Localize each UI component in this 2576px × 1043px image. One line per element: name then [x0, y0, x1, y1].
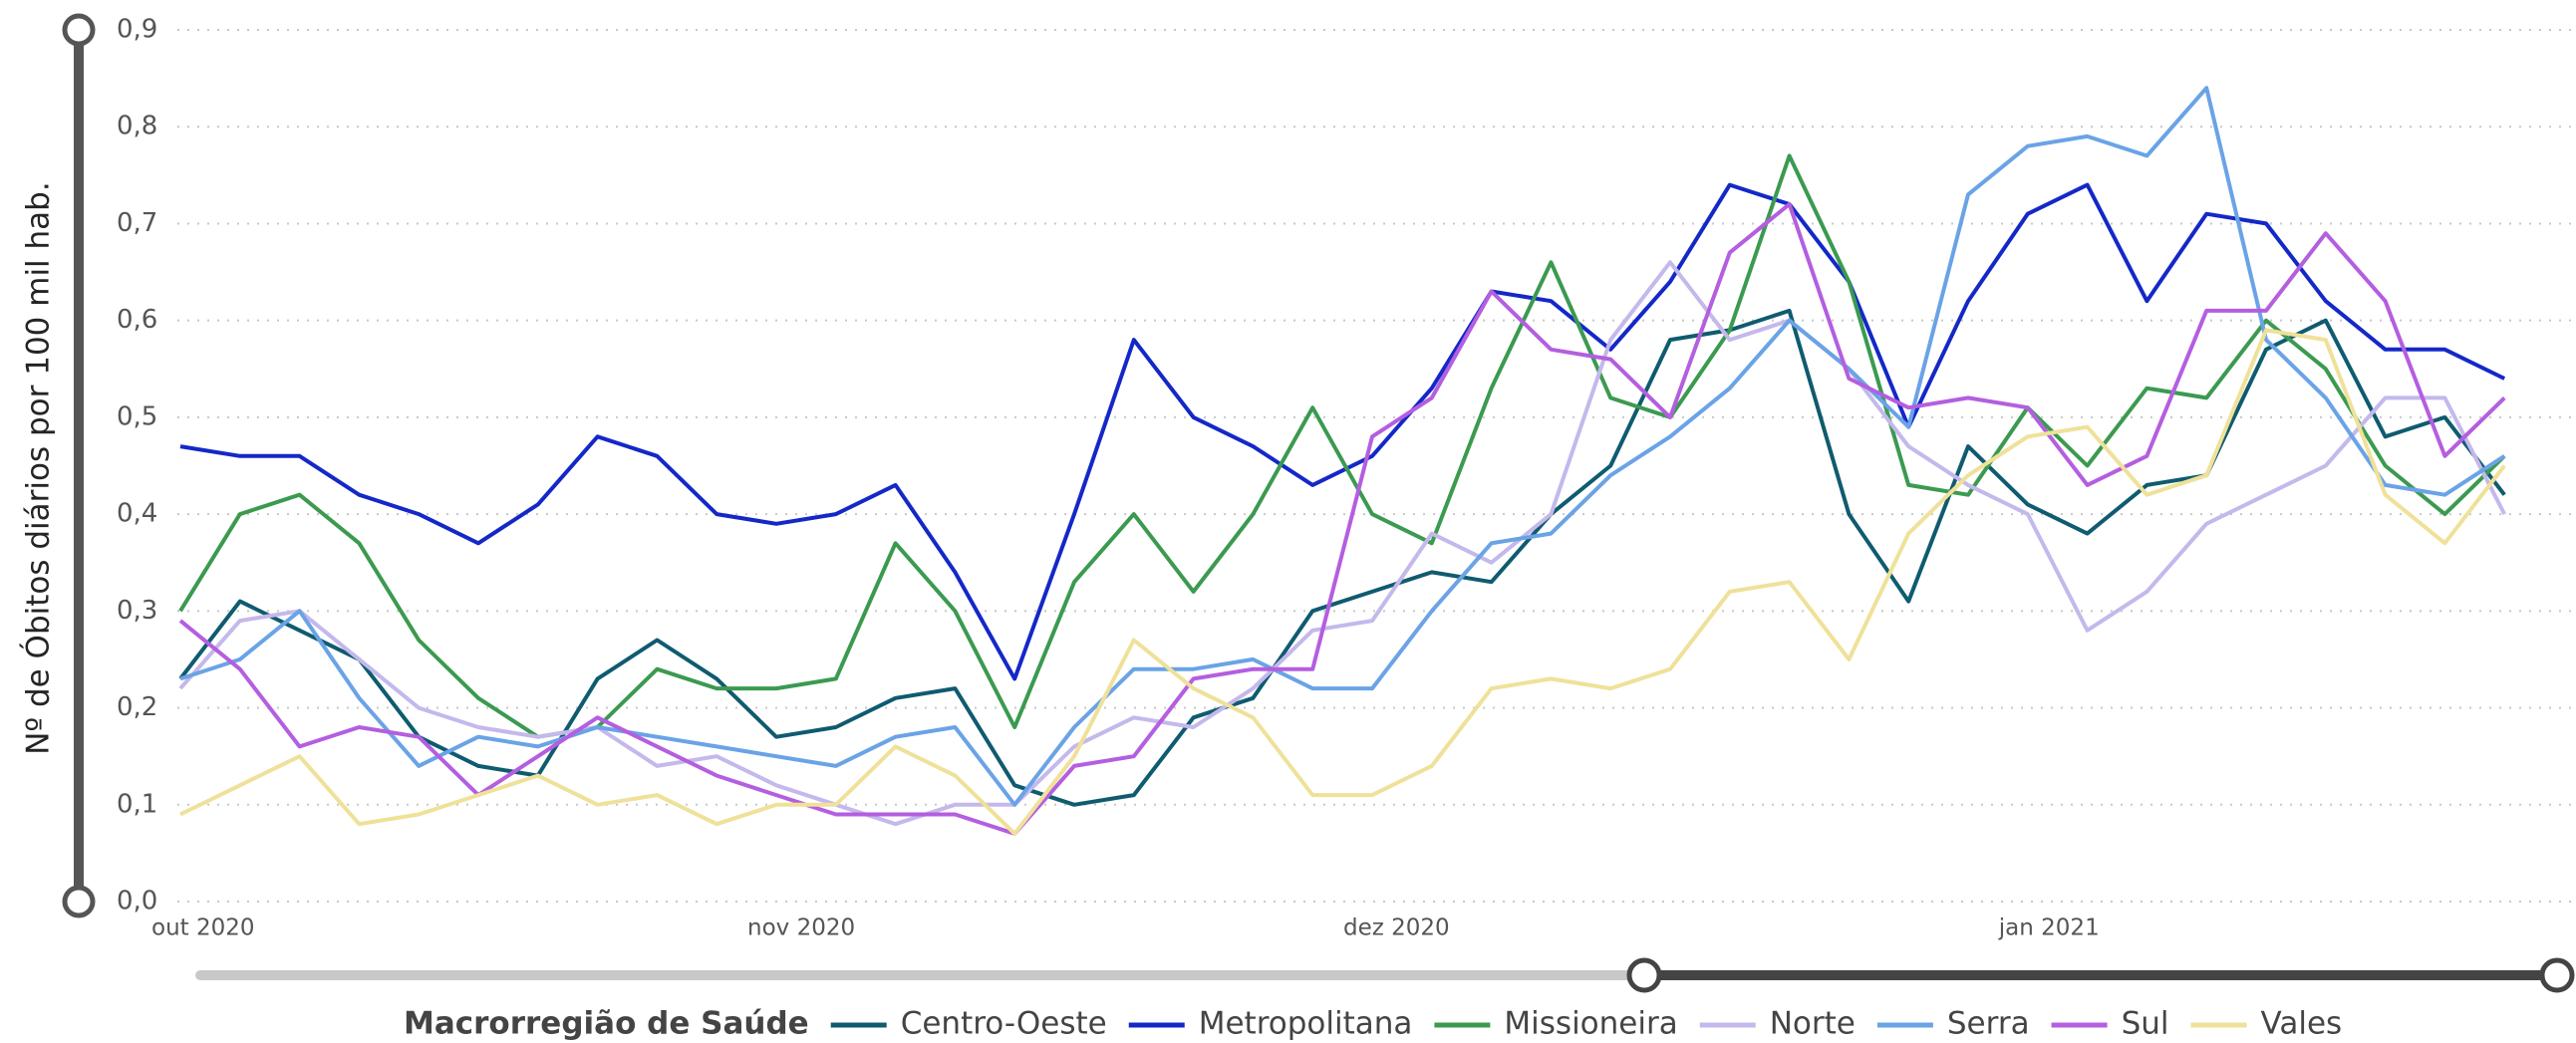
y-tick-label: 0,5: [117, 401, 157, 431]
legend-label: Serra: [1947, 1006, 2030, 1042]
y-axis-label: Nº de Óbitos diários por 100 mil hab.: [20, 181, 57, 754]
y-slider-handle[interactable]: [62, 13, 96, 47]
series-line: [179, 86, 2506, 807]
y-tick-label: 0,3: [117, 596, 157, 626]
y-slider-handle[interactable]: [62, 885, 96, 918]
y-tick-label: 0,1: [117, 789, 157, 819]
legend-title: Macrorregião de Saúde: [404, 1006, 809, 1042]
series-line: [178, 260, 2506, 827]
x-tick-label: jan 2021: [1998, 915, 2100, 941]
x-slider-handle[interactable]: [1626, 957, 1662, 993]
legend-label: Centro-Oeste: [901, 1006, 1107, 1042]
y-tick-label: 0,8: [117, 112, 157, 141]
series-line: [179, 182, 2506, 681]
x-slider-handle[interactable]: [2539, 957, 2575, 993]
legend-label: Sul: [2122, 1006, 2169, 1042]
y-tick-label: 0,9: [117, 15, 157, 45]
x-tick-label: dez 2020: [1343, 915, 1450, 941]
series-line: [178, 202, 2506, 836]
legend-label: Vales: [2261, 1006, 2343, 1042]
x-tick-label: nov 2020: [747, 915, 855, 941]
series-line: [178, 153, 2506, 739]
y-tick-label: 0,6: [117, 305, 157, 335]
legend-label: Norte: [1770, 1006, 1856, 1042]
legend-label: Missioneira: [1504, 1006, 1677, 1042]
legend-label: Metropolitana: [1199, 1006, 1413, 1042]
x-tick-label: out 2020: [151, 915, 255, 941]
series-line: [179, 328, 2506, 836]
series-line: [178, 308, 2506, 807]
y-tick-label: 0,7: [117, 208, 157, 238]
y-tick-label: 0,2: [117, 692, 157, 722]
y-tick-label: 0,4: [117, 499, 157, 529]
y-tick-label: 0,0: [117, 887, 157, 916]
